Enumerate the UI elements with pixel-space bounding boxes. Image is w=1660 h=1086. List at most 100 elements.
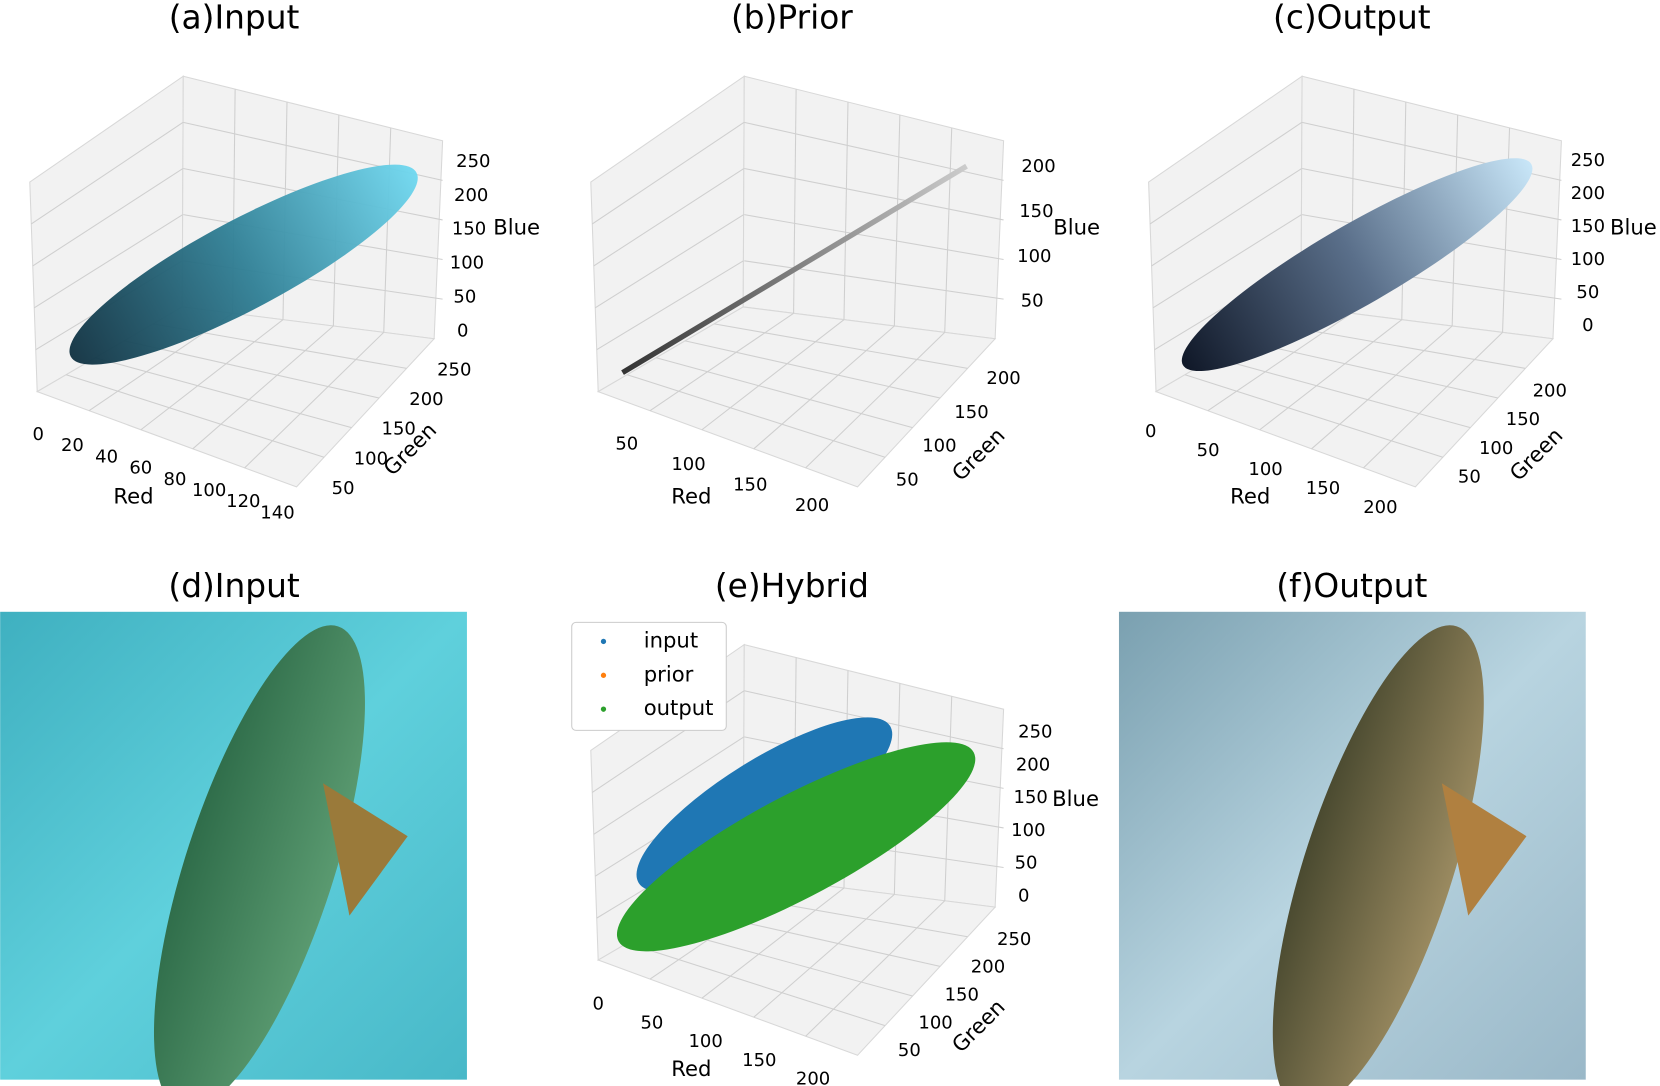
tick-label: 150 (382, 419, 416, 440)
tick-label: 150 (945, 985, 979, 1006)
grid-line (944, 127, 953, 333)
tick-label: 250 (997, 929, 1031, 950)
photo-fish (153, 625, 365, 1086)
tick-label: 250 (1571, 150, 1605, 171)
panel-title: (d)Input (168, 567, 299, 605)
axis-label: Blue (493, 215, 540, 240)
legend-label: prior (644, 661, 694, 686)
axes-box (590, 75, 1005, 488)
tick-label: 200 (971, 957, 1005, 978)
tick-label: 200 (795, 495, 829, 516)
axis-label: Blue (1052, 786, 1099, 811)
point-cloud (621, 163, 968, 375)
legend-label: input (644, 627, 698, 652)
legend-marker (600, 672, 607, 678)
tick-label: 200 (1571, 183, 1605, 204)
grid-line (1213, 357, 1471, 429)
grid-line (124, 340, 380, 399)
tick-label: 20 (61, 435, 84, 456)
grid-line (744, 214, 1004, 261)
grid-line (1149, 121, 1303, 225)
tick-label: 0 (33, 424, 44, 445)
point-cloud (1181, 158, 1533, 372)
tick-label: 150 (1571, 216, 1605, 237)
back-pane (742, 75, 1005, 340)
tick-label: 50 (898, 1040, 921, 1061)
photo-fin (322, 783, 408, 916)
tick-label: 200 (1533, 381, 1567, 402)
tick-label: 50 (453, 286, 476, 307)
grid-line (893, 114, 901, 327)
tick-label: 150 (1506, 409, 1540, 430)
grid-line (843, 102, 849, 320)
grid-line (627, 942, 886, 1027)
tick-label: 0 (1018, 886, 1029, 907)
point-cloud (69, 164, 418, 365)
grid-line (33, 214, 183, 309)
grid-line (805, 900, 946, 1037)
tick-label: 150 (1014, 787, 1048, 808)
grid-line (30, 121, 184, 225)
tick-label: 100 (1479, 438, 1513, 459)
legend-label: output (644, 695, 714, 720)
tick-label: 100 (1571, 249, 1605, 270)
tick-label: 100 (1017, 246, 1051, 267)
grid-line (192, 325, 334, 450)
panel-title: (b)Prior (731, 0, 853, 37)
grid-line (714, 323, 968, 369)
panel-title: (f)Output (1276, 567, 1427, 605)
grid-line (594, 214, 744, 309)
grid-line (753, 325, 895, 450)
tick-label: 50 (640, 1012, 663, 1033)
axis-label: Red (1230, 483, 1270, 508)
grid-line (1151, 168, 1302, 267)
tick-label: 100 (922, 436, 956, 457)
grid-line (1152, 214, 1302, 309)
tick-label: 100 (192, 480, 226, 501)
grid-line (591, 121, 745, 225)
tick-label: 100 (1011, 820, 1045, 841)
tick-label: 50 (332, 478, 355, 499)
legend-marker (600, 638, 607, 645)
panel-title: (e)Hybrid (715, 567, 869, 605)
tick-label: 250 (437, 359, 471, 380)
grid-line (753, 894, 895, 1018)
grid-line (383, 127, 392, 333)
tick-label: 0 (1582, 315, 1593, 336)
grid-line (656, 357, 913, 429)
axis-label: Red (671, 1056, 711, 1081)
grid-line (744, 167, 1004, 221)
tick-label: 50 (1576, 282, 1599, 303)
tick-label: 80 (164, 469, 187, 490)
grid-line (701, 887, 845, 999)
grid-line (701, 319, 845, 431)
tick-label: 100 (354, 448, 388, 469)
tick-label: 100 (450, 253, 484, 274)
grid-line (95, 357, 352, 429)
tick-label: 150 (452, 219, 486, 240)
tick-label: 200 (1021, 156, 1055, 177)
grid-line (1311, 325, 1453, 450)
grid-line (627, 374, 886, 458)
grid-line (1242, 340, 1499, 399)
tick-label: 150 (742, 1050, 776, 1071)
grid-line (32, 168, 184, 267)
grid-line (244, 331, 385, 469)
tick-label: 150 (1019, 201, 1053, 222)
tick-label: 100 (1248, 459, 1282, 480)
tick-label: 50 (1015, 853, 1038, 874)
tick-label: 100 (671, 454, 705, 475)
grid-line (649, 312, 794, 412)
axis-label: Blue (1053, 215, 1100, 240)
grid-line (140, 319, 284, 431)
tick-label: 50 (896, 470, 919, 491)
tick-label: 150 (1306, 478, 1340, 499)
tick-label: 0 (592, 993, 603, 1014)
grid-line (66, 374, 325, 458)
grid-line (1259, 319, 1403, 431)
tick-label: 150 (954, 402, 988, 423)
tick-label: 60 (129, 458, 152, 479)
tick-label: 50 (1197, 440, 1220, 461)
tick-label: 200 (796, 1069, 830, 1086)
